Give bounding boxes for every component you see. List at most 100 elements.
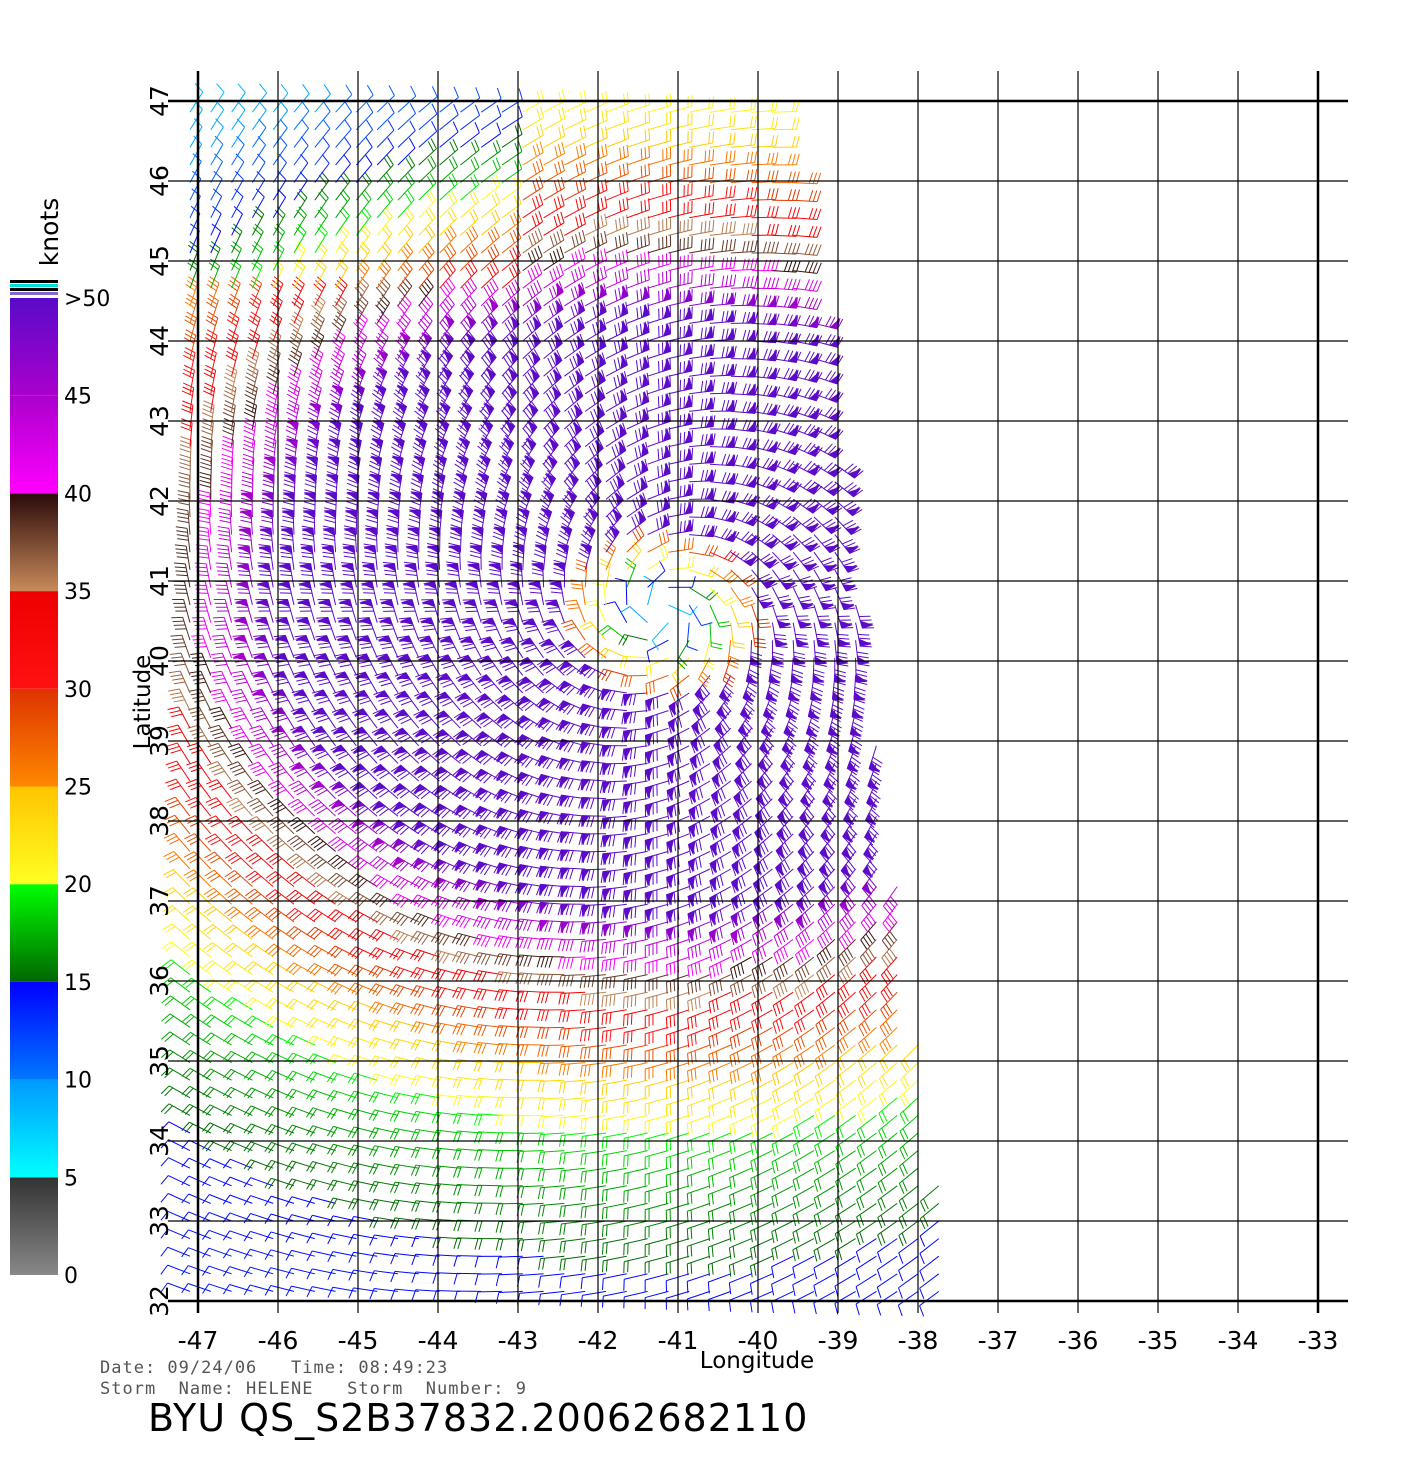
wind-barb xyxy=(813,587,836,611)
wind-barb xyxy=(243,1248,274,1260)
wind-barb xyxy=(327,927,357,941)
wind-barb xyxy=(578,868,607,882)
wind-barb xyxy=(622,798,648,815)
wind-barb xyxy=(347,1144,378,1157)
wind-barb xyxy=(813,551,839,573)
wind-barb xyxy=(558,956,586,969)
wind-barb xyxy=(202,1086,232,1099)
x-tick-label: -36 xyxy=(1058,1326,1099,1355)
wind-barb xyxy=(862,851,878,881)
wind-barb xyxy=(163,850,191,870)
wind-barb xyxy=(618,634,648,646)
wind-barb xyxy=(668,465,694,483)
wind-barb xyxy=(601,921,627,937)
wind-barb xyxy=(453,1237,482,1250)
colorbar-tick-label: 15 xyxy=(64,971,92,996)
wind-barb xyxy=(202,960,232,976)
wind-barb xyxy=(876,1273,898,1299)
wind-barb xyxy=(644,868,669,887)
wind-barb xyxy=(855,1238,877,1263)
wind-barb xyxy=(306,908,336,923)
wind-barb xyxy=(881,921,898,951)
wind-barb xyxy=(389,966,419,979)
wind-barb xyxy=(311,707,337,729)
wind-barb xyxy=(286,871,316,887)
wind-barb xyxy=(709,604,732,628)
wind-barb xyxy=(347,1036,378,1049)
wind-barb xyxy=(348,855,378,871)
colorbar-cap xyxy=(10,284,58,287)
wind-barb xyxy=(879,1009,898,1037)
wind-barb xyxy=(687,833,711,856)
wind-barb xyxy=(814,1079,836,1105)
wind-barb xyxy=(326,1035,357,1048)
wind-barb xyxy=(599,780,627,794)
wind-barb xyxy=(686,1097,711,1118)
wind-barb xyxy=(431,1129,461,1142)
wind-barb xyxy=(578,797,607,810)
wind-barb xyxy=(285,1214,315,1225)
wind-barb xyxy=(309,744,336,764)
wind-barb xyxy=(411,746,440,764)
wind-barb xyxy=(644,833,669,852)
wind-barb xyxy=(687,921,711,943)
wind-barb xyxy=(626,128,651,148)
wind-barb xyxy=(389,1181,419,1194)
wind-barb xyxy=(188,706,212,729)
wind-barb xyxy=(793,1097,815,1122)
wind-barb xyxy=(285,1267,315,1279)
wind-barb xyxy=(213,598,233,623)
wind-barb xyxy=(292,670,316,694)
wind-barb xyxy=(814,1150,836,1175)
wind-barb xyxy=(250,688,274,711)
wind-barb xyxy=(644,1220,669,1239)
wind-barb xyxy=(580,1255,607,1272)
wind-barb xyxy=(452,969,482,982)
wind-barb xyxy=(773,956,794,982)
wind-barb xyxy=(772,1026,794,1052)
wind-barb xyxy=(842,815,858,846)
wind-barb xyxy=(474,1255,503,1268)
wind-barb xyxy=(866,780,881,811)
wind-barb xyxy=(247,779,274,799)
wind-barb xyxy=(452,1041,482,1054)
wind-barb xyxy=(580,1273,607,1290)
wind-barb xyxy=(249,707,274,729)
wind-barb xyxy=(410,839,440,855)
wind-barb xyxy=(369,1198,399,1211)
wind-barb xyxy=(621,710,648,725)
wind-barb xyxy=(521,618,545,641)
wind-barb xyxy=(453,1183,482,1196)
wind-barb xyxy=(515,954,544,967)
wind-barb xyxy=(557,849,586,862)
wind-barb xyxy=(605,92,629,113)
wind-barb xyxy=(368,1109,399,1122)
wind-barb xyxy=(389,1163,419,1176)
wind-barb xyxy=(306,1071,336,1083)
wind-barb xyxy=(728,1273,752,1295)
wind-barb xyxy=(814,1097,836,1123)
wind-barb xyxy=(555,757,586,772)
wind-barb xyxy=(621,727,648,743)
wind-barb xyxy=(564,402,583,430)
wind-barb xyxy=(410,1164,440,1177)
wind-barb xyxy=(868,745,883,776)
wind-barb xyxy=(644,1167,669,1186)
wind-barb xyxy=(621,745,648,761)
wind-barb xyxy=(537,1026,565,1040)
wind-barb xyxy=(478,636,503,659)
wind-barb xyxy=(729,974,752,998)
wind-barb xyxy=(160,1067,191,1081)
wind-barb xyxy=(389,947,419,961)
wind-barb xyxy=(703,640,715,670)
wind-barb xyxy=(410,1128,440,1141)
wind-barb xyxy=(775,833,794,861)
x-tick-label: -47 xyxy=(178,1326,219,1355)
wind-barb xyxy=(644,798,669,817)
wind-barb xyxy=(285,1232,315,1243)
wind-barb xyxy=(771,569,798,590)
colorbar-tick-label: 5 xyxy=(64,1166,78,1191)
wind-barb xyxy=(647,357,672,377)
wind-barb xyxy=(580,1202,607,1219)
wind-barb xyxy=(750,1114,773,1138)
